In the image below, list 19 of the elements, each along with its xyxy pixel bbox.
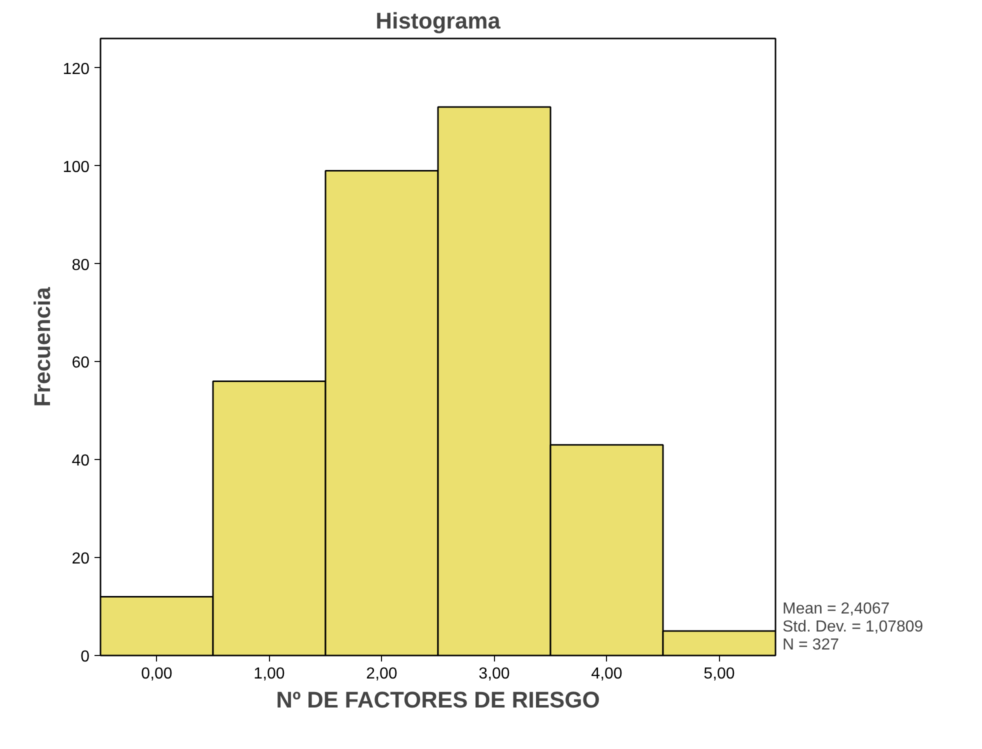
y-tick-label: 60 bbox=[72, 354, 90, 372]
x-tick-label: 0,00 bbox=[141, 666, 172, 682]
text: Std. Dev. = 1,07809 bbox=[782, 618, 924, 636]
x-tick-label: 3,00 bbox=[478, 666, 510, 682]
x-axis-title: Nº DE FACTORES DE RIESGO bbox=[276, 686, 600, 712]
text: Mean = 2,4067 bbox=[782, 600, 890, 618]
y-tick-label: 0 bbox=[80, 648, 90, 666]
y-tick-label: 40 bbox=[72, 452, 90, 470]
x-tick-label: 4,00 bbox=[591, 666, 622, 682]
y-tick-label: 120 bbox=[62, 60, 90, 78]
x-tick-label: 5,00 bbox=[704, 666, 735, 682]
y-tick-label: 100 bbox=[62, 158, 90, 176]
y-tick-label: 20 bbox=[72, 550, 90, 568]
text: N = 327 bbox=[782, 636, 840, 654]
x-tick-label: 2,00 bbox=[366, 666, 398, 682]
chart-title: Histograma bbox=[376, 8, 501, 34]
x-tick-label: 1,00 bbox=[254, 666, 285, 682]
y-tick-label: 80 bbox=[72, 256, 90, 274]
y-axis-title: Frecuencia bbox=[28, 286, 55, 407]
